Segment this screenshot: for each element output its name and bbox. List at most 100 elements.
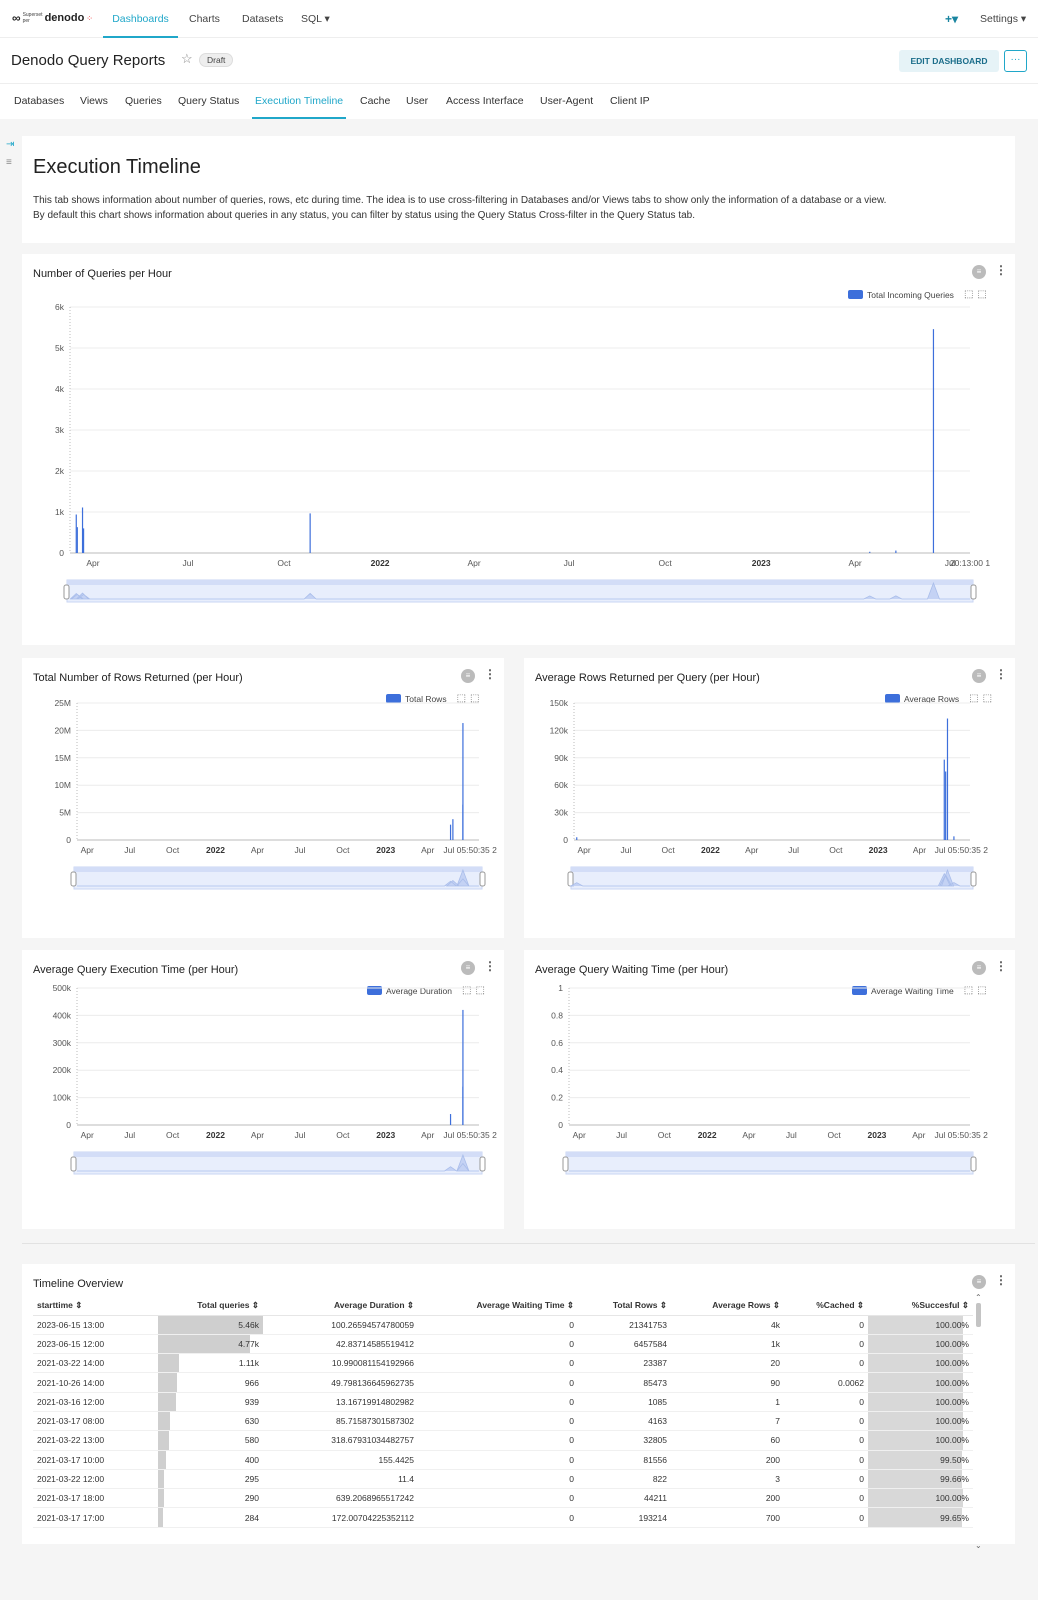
timeline-table-wrap[interactable]: starttime ⇕ Total queries ⇕ Average Durati…: [33, 1296, 993, 1554]
table-cell: 0: [418, 1315, 578, 1335]
filter-icon[interactable]: ≡: [6, 157, 12, 168]
tab-access-interface[interactable]: Access Interface: [446, 95, 524, 107]
x-tick-label: Oct: [829, 845, 843, 855]
table-row[interactable]: 2021-03-17 08:00 630 85.71587301587302 0 416…: [33, 1411, 973, 1432]
cross-filter-icon[interactable]: ≡: [972, 961, 986, 975]
column-header[interactable]: Total Rows ⇕: [578, 1296, 671, 1316]
table-cell: 2021-03-22 14:00: [33, 1353, 158, 1374]
cell-value: 100.00%: [935, 1358, 969, 1369]
edit-dashboard-button[interactable]: EDIT DASHBOARD: [899, 50, 999, 72]
table-cell: 60: [671, 1430, 784, 1451]
cell-value: 284: [244, 1512, 259, 1523]
cross-filter-icon[interactable]: ≡: [972, 669, 986, 683]
chart-svg[interactable]: 0 5M 10M 15M 20M 25M Apr Jul Oct 2022 Apr Jul Oct 202…: [22, 658, 504, 938]
table-cell: 99.66%: [868, 1469, 973, 1490]
table-menu-icon[interactable]: ⋮: [995, 1273, 1007, 1287]
nav-datasets[interactable]: Datasets: [242, 13, 284, 25]
x-tick-label: Oct: [659, 558, 673, 568]
data-bar: [81, 507, 84, 553]
chart-menu-icon[interactable]: ⋮: [995, 667, 1007, 681]
scrollbar-thumb[interactable]: [976, 1303, 981, 1327]
more-options-button[interactable]: ···: [1004, 50, 1027, 72]
zoom-tools-icon[interactable]: ⬚⬚: [963, 289, 991, 300]
y-tick-label: 400k: [53, 1010, 72, 1020]
cross-filter-icon[interactable]: ≡: [972, 265, 986, 279]
zoom-tools-icon[interactable]: ⬚⬚: [969, 693, 997, 704]
table-row[interactable]: 2021-03-16 12:00 939 13.16719914802982 0 108…: [33, 1392, 973, 1412]
tab-databases[interactable]: Databases: [14, 95, 65, 107]
cell-bar: [868, 1450, 963, 1469]
table-cell: 2021-03-17 18:00: [33, 1488, 158, 1509]
chart-menu-icon[interactable]: ⋮: [484, 667, 496, 681]
table-row[interactable]: 2021-03-17 10:00 400 155.4425 0 81556 200 0 99.…: [33, 1450, 973, 1470]
nav-charts[interactable]: Charts: [189, 13, 220, 25]
tab-queries[interactable]: Queries: [125, 95, 162, 107]
cell-value: 630: [244, 1416, 259, 1427]
column-header[interactable]: %Succesful ⇕: [868, 1296, 973, 1316]
chart-menu-icon[interactable]: ⋮: [484, 959, 496, 973]
zoom-tools-icon[interactable]: ⬚⬚: [456, 693, 484, 704]
tab-execution-timeline[interactable]: Execution Timeline: [252, 84, 347, 119]
cross-filter-icon[interactable]: ≡: [461, 669, 475, 683]
tab-user-agent[interactable]: User-Agent: [540, 95, 594, 107]
table-scrollbar[interactable]: ⌃ ⌄: [973, 1293, 985, 1553]
table-row[interactable]: 2021-03-17 17:00 284 172.00704225352112 0 19…: [33, 1507, 973, 1528]
settings-menu[interactable]: Settings ▾: [980, 13, 1027, 25]
superset-denodo-logo[interactable]: ∞ Superset per denodo ⁘: [12, 11, 93, 25]
chart-menu-icon[interactable]: ⋮: [995, 263, 1007, 277]
chart-svg[interactable]: 0 0.2 0.4 0.6 0.8 1 Apr Jul Oct 2022 Apr Jul Oct 2023…: [524, 950, 1015, 1229]
column-header[interactable]: %Cached ⇕: [784, 1296, 868, 1316]
table-row[interactable]: 2021-03-22 12:00 295 11.4 0 822 3 0 99.66%: [33, 1469, 973, 1490]
column-header[interactable]: Average Waiting Time ⇕: [418, 1296, 578, 1316]
scroll-down-icon[interactable]: ⌄: [975, 1541, 982, 1550]
chart-menu-icon[interactable]: ⋮: [995, 959, 1007, 973]
table-cell: 85.71587301587302: [263, 1411, 418, 1432]
cell-value: 49.798136645962735: [331, 1377, 414, 1388]
chart-legend[interactable]: Average Rows ⬚⬚: [885, 693, 996, 704]
table-cell: 2021-03-22 12:00: [33, 1469, 158, 1490]
table-cell: 0: [418, 1392, 578, 1412]
tab-cache[interactable]: Cache: [360, 95, 391, 107]
tab-query-status[interactable]: Query Status: [178, 95, 240, 107]
add-new-button[interactable]: +▾: [945, 12, 959, 26]
tab-views[interactable]: Views: [80, 95, 108, 107]
table-row[interactable]: 2021-03-22 14:00 1.11k 10.990081154192966 0…: [33, 1353, 973, 1374]
zoom-handle-right: [479, 1156, 486, 1172]
cell-value: 400: [244, 1454, 259, 1465]
chart-legend[interactable]: Total Incoming Queries ⬚⬚: [848, 289, 991, 300]
chart-svg[interactable]: 0 30k 60k 90k 120k 150k Apr Jul Oct 2022 Apr Jul Oct…: [524, 658, 1015, 938]
expand-filters-icon[interactable]: ⇥: [6, 139, 15, 150]
zoom-tools-icon[interactable]: ⬚⬚: [462, 985, 489, 996]
tab-user[interactable]: User: [406, 95, 429, 107]
scroll-up-icon[interactable]: ⌃: [975, 1293, 982, 1302]
cross-filter-icon[interactable]: ≡: [461, 961, 475, 975]
y-tick-label: 10M: [54, 780, 71, 790]
table-row[interactable]: 2023-06-15 12:00 4.77k 42.83714585519412 0 6…: [33, 1334, 973, 1355]
nav-sql[interactable]: SQL ▾: [301, 13, 330, 25]
y-tick-label: 15M: [54, 753, 71, 763]
table-cell: 0: [418, 1450, 578, 1470]
nav-dashboards[interactable]: Dashboards: [103, 0, 178, 38]
table-cell: 23387: [578, 1353, 671, 1374]
cross-filter-icon[interactable]: ≡: [972, 1275, 986, 1289]
chart-svg[interactable]: 0 1k 2k 3k 4k 5k 6k Apr Jul Oct 2022 Apr Jul Oct 2023 A…: [22, 254, 1015, 645]
table-row[interactable]: 2023-06-15 13:00 5.46k 100.26594574780059 0…: [33, 1315, 973, 1335]
chart-legend[interactable]: Average Duration ⬚⬚: [367, 985, 489, 996]
table-cell: 100.00%: [868, 1430, 973, 1451]
chart-svg[interactable]: 0 100k 200k 300k 400k 500k Apr Jul Oct 2022 Apr Jul…: [22, 950, 504, 1229]
column-header[interactable]: Average Duration ⇕: [263, 1296, 418, 1316]
column-header[interactable]: Total queries ⇕: [158, 1296, 263, 1316]
table-row[interactable]: 2021-10-26 14:00 966 49.798136645962735 0 85…: [33, 1372, 973, 1393]
chart-legend[interactable]: Total Rows ⬚⬚: [386, 693, 483, 704]
cell-value: 100.00%: [935, 1416, 969, 1427]
column-header[interactable]: Average Rows ⇕: [671, 1296, 784, 1316]
draft-badge[interactable]: Draft: [199, 53, 234, 67]
y-tick-label: 0: [66, 835, 71, 845]
tab-client-ip[interactable]: Client IP: [610, 95, 650, 107]
table-row[interactable]: 2021-03-22 13:00 580 318.67931034482757 0 32…: [33, 1430, 973, 1451]
zoom-tools-icon[interactable]: ⬚⬚: [963, 985, 991, 996]
table-row[interactable]: 2021-03-17 18:00 290 639.2068965517242 0 442…: [33, 1488, 973, 1509]
chart-legend[interactable]: Average Waiting Time ⬚⬚: [852, 985, 991, 996]
column-header[interactable]: starttime ⇕: [33, 1296, 158, 1316]
favorite-star-icon[interactable]: ☆: [181, 51, 193, 66]
